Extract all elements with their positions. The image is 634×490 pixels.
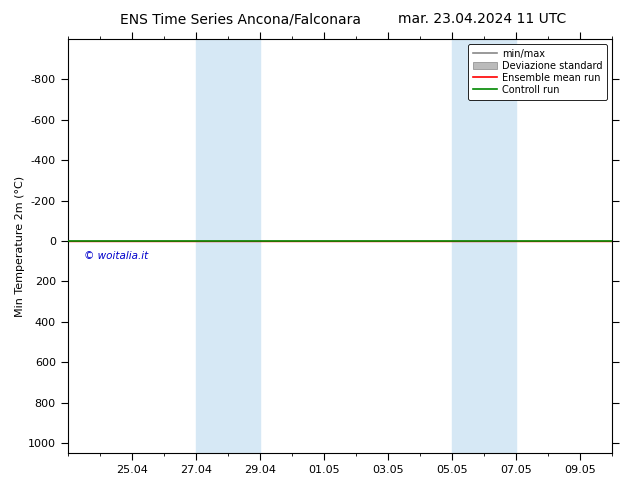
Text: mar. 23.04.2024 11 UTC: mar. 23.04.2024 11 UTC (398, 12, 566, 26)
Text: © woitalia.it: © woitalia.it (84, 251, 148, 261)
Bar (452, 39, 516, 453)
Bar (196, 39, 260, 453)
Text: ENS Time Series Ancona/Falconara: ENS Time Series Ancona/Falconara (120, 12, 361, 26)
Y-axis label: Min Temperature 2m (°C): Min Temperature 2m (°C) (15, 175, 25, 317)
Legend: min/max, Deviazione standard, Ensemble mean run, Controll run: min/max, Deviazione standard, Ensemble m… (468, 44, 607, 99)
